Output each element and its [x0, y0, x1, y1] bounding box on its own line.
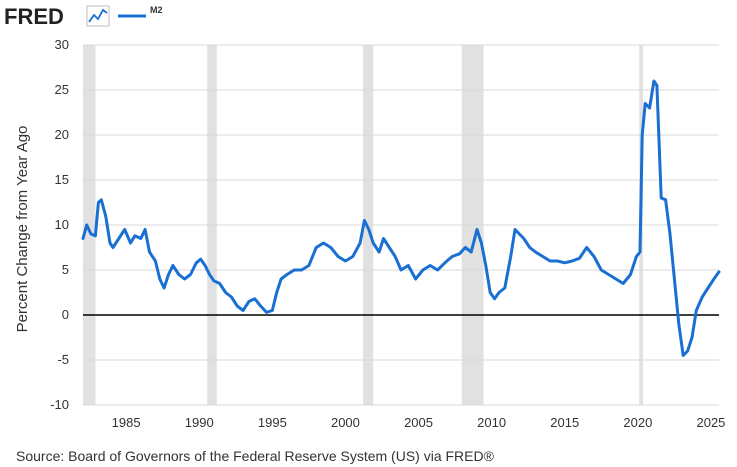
x-tick-label: 1995 — [258, 415, 287, 430]
y-axis-label: Percent Change from Year Ago — [14, 126, 31, 333]
series-layer — [81, 79, 721, 357]
y-tick-label: 0 — [62, 307, 69, 322]
series-line-m2 — [81, 79, 721, 357]
x-tick-label: 1990 — [185, 415, 214, 430]
gridlines — [83, 44, 719, 406]
x-axis-ticks: 1985 1990 1995 2000 2005 2010 2015 2020 2025 — [112, 415, 726, 430]
x-tick-label: 2000 — [331, 415, 360, 430]
chart-line-icon — [86, 5, 110, 27]
y-tick-label: -5 — [57, 352, 69, 367]
y-tick-label: 20 — [55, 127, 69, 142]
y-tick-label: 5 — [62, 262, 69, 277]
x-tick-label: 2015 — [550, 415, 579, 430]
x-tick-label: 2010 — [477, 415, 506, 430]
y-tick-label: 10 — [55, 217, 69, 232]
x-tick-label: 2020 — [623, 415, 652, 430]
x-tick-label: 1985 — [112, 415, 141, 430]
legend-label-m2: M2 — [150, 5, 163, 15]
y-axis-ticks: -10 -5 0 5 10 15 20 25 30 — [50, 37, 69, 412]
y-tick-label: 15 — [55, 172, 69, 187]
y-tick-label: 25 — [55, 82, 69, 97]
x-tick-label: 2025 — [696, 415, 725, 430]
y-tick-label: 30 — [55, 37, 69, 52]
x-tick-label: 2005 — [404, 415, 433, 430]
y-tick-label: -10 — [50, 397, 69, 412]
source-note: Source: Board of Governors of the Federa… — [16, 448, 495, 464]
fred-logo[interactable]: FRED — [4, 4, 64, 29]
